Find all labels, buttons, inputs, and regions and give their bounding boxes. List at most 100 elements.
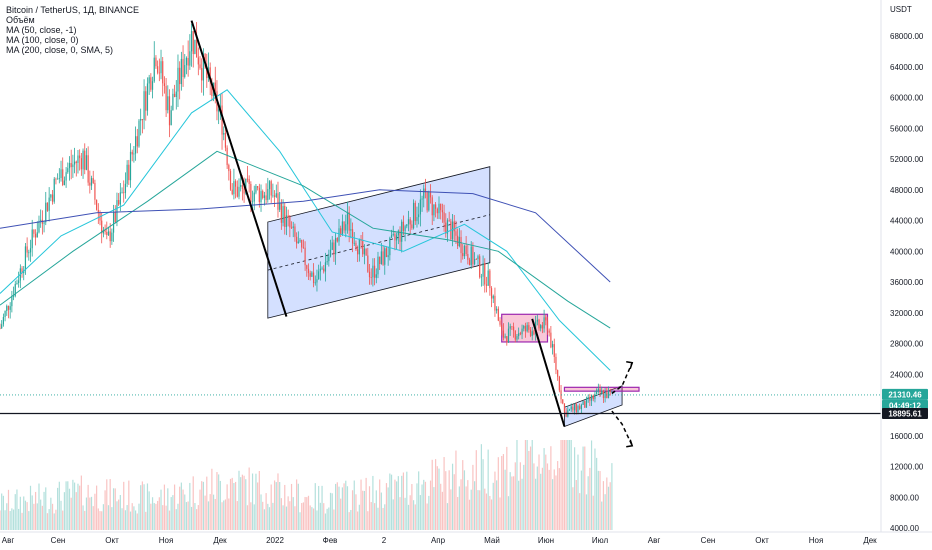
candle-body [260, 191, 262, 203]
candle-body [472, 246, 474, 265]
volume-bar [306, 497, 308, 530]
volume-bar [133, 506, 135, 530]
candle-body [512, 326, 515, 331]
volume-bar [418, 471, 420, 530]
candle-body [377, 256, 379, 275]
volume-bar [145, 511, 147, 530]
volume-bar [119, 495, 121, 530]
time-tick-label: Окт [755, 536, 769, 545]
volume-bar [528, 450, 530, 530]
volume-bar [477, 490, 479, 530]
volume-bar [380, 492, 382, 530]
candle-body [497, 308, 499, 321]
candle-body [18, 280, 20, 283]
volume-bar [416, 483, 418, 530]
volume-bar [31, 495, 33, 530]
volume-bar [343, 483, 345, 530]
volume-bar [373, 503, 376, 530]
candle-body [357, 249, 359, 255]
volume-bar [21, 512, 23, 530]
candle-body [333, 242, 335, 255]
price-badge-bg [882, 388, 928, 400]
candle-body [487, 270, 489, 286]
candle-body [453, 221, 455, 232]
price-badge-label: 18895.61 [888, 409, 922, 418]
candle-body [421, 198, 423, 200]
time-tick-label: Окт [105, 536, 119, 545]
candle-body [504, 336, 506, 338]
volume-bar [506, 446, 508, 530]
volume-bar [292, 497, 294, 530]
candle-body [446, 220, 449, 234]
volume-bar [129, 511, 132, 530]
volume-bar [314, 483, 316, 530]
candle-body [336, 237, 338, 242]
candle-body [24, 246, 27, 271]
candle-body [348, 212, 350, 231]
price-axis[interactable]: 68000.00 64000.00 60000.00 56000.00 52000.00… [890, 32, 924, 533]
volume-bar [111, 507, 113, 530]
volume-bar [555, 475, 557, 530]
channel-drawings[interactable] [267, 166, 640, 428]
candle-body [277, 193, 279, 210]
volume-bar [102, 504, 104, 530]
volume-bar [109, 479, 111, 530]
ma-50-label[interactable]: MA (50, close, -1) [6, 25, 77, 35]
time-axis[interactable]: Авг Сен Окт Ноя Дек 2022 Фев 2 Апр Май Июн Июл Авг Се… [2, 536, 877, 545]
volume-bar [280, 498, 282, 530]
volume-bar [90, 496, 93, 530]
candle-body [67, 168, 69, 173]
volume-bars [0, 440, 613, 530]
candle-body [1, 324, 3, 329]
volume-bar [189, 482, 191, 530]
candle-body [214, 82, 216, 92]
volume-bar [402, 472, 405, 530]
volume-bar [235, 481, 237, 530]
time-tick-label: Ноя [809, 536, 824, 545]
candle-body [157, 66, 159, 73]
candle-body [431, 197, 433, 216]
volume-bar [6, 503, 8, 530]
ma-200-label[interactable]: MA (200, close, 0, SMA, 5) [6, 45, 114, 55]
trend-line-0 [190, 20, 288, 317]
volume-bar [438, 468, 440, 530]
volume-bar [457, 496, 459, 530]
candle-body [223, 133, 225, 135]
candle-body [123, 192, 125, 194]
volume-bar [568, 440, 571, 530]
volume-bar [341, 487, 343, 530]
candle-body [396, 235, 398, 241]
candle-body [358, 238, 360, 255]
time-tick-label: Июл [592, 536, 609, 545]
candle-body [65, 172, 67, 181]
volume-bar [302, 502, 305, 530]
symbol-title[interactable]: Bitcoin / TetherUS, 1Д, BINANCE [6, 5, 139, 15]
candle-body [34, 233, 37, 238]
candle-body [55, 178, 57, 180]
candle-body [263, 195, 266, 198]
volume-bar [336, 482, 338, 530]
candle-body [575, 403, 577, 412]
volume-bar [414, 504, 416, 530]
volume-bar [151, 497, 154, 530]
volume-bar [40, 499, 42, 530]
candle-body [192, 31, 194, 54]
volume-bar [241, 474, 243, 530]
trend-line-drawings[interactable] [190, 20, 634, 448]
candle-body [89, 182, 91, 186]
candle-body [314, 282, 316, 284]
horizontal-lines[interactable] [0, 394, 881, 415]
volume-bar [204, 495, 206, 530]
candle-body [273, 195, 276, 197]
volume-bar [606, 477, 608, 530]
volume-bar [248, 467, 250, 530]
volume-bar [611, 463, 613, 530]
volume-bar [284, 484, 286, 530]
candle-body [448, 220, 450, 222]
candle-body [407, 219, 410, 225]
ma-100-label[interactable]: MA (100, close, 0) [6, 35, 79, 45]
candle-body [568, 409, 571, 411]
trend-line-1 [531, 318, 566, 427]
volume-indicator-label[interactable]: Объём [6, 15, 35, 25]
